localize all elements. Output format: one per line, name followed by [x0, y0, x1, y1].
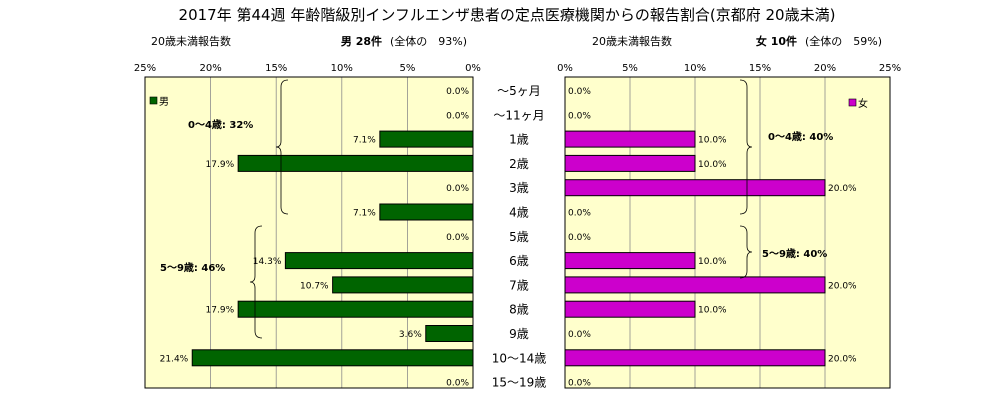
male-tick-label: 20% — [199, 63, 221, 74]
male-bar — [379, 130, 474, 148]
category-label: ～11ヶ月 — [493, 108, 544, 122]
female-data-label: 0.0% — [568, 233, 591, 243]
female-tick-label: 0% — [557, 63, 573, 74]
male-data-label: 21.4% — [160, 354, 189, 364]
male-axis-label: 20歳未満報告数 — [151, 35, 231, 48]
female-plot-area — [565, 77, 890, 388]
male-data-label: 17.9% — [206, 306, 235, 316]
female-plot-border — [564, 76, 891, 389]
male-panel-note: (全体の 93%) — [390, 34, 467, 48]
category-label: 2歳 — [509, 157, 529, 171]
category-label: 5歳 — [509, 230, 529, 244]
male-tick-label: 0% — [465, 63, 481, 74]
category-label: 7歳 — [509, 278, 529, 292]
male-data-label: 14.3% — [253, 257, 282, 267]
male-data-label: 0.0% — [446, 379, 469, 389]
male-legend-label: 男 — [159, 96, 169, 108]
female-bar — [564, 179, 826, 197]
category-label: 3歳 — [509, 181, 529, 195]
male-data-label: 0.0% — [446, 111, 469, 121]
female-tick-label: 20% — [814, 63, 836, 74]
male-0-4-brace — [275, 79, 289, 215]
female-bar — [564, 130, 696, 148]
male-data-label: 0.0% — [446, 184, 469, 194]
male-data-label: 10.7% — [300, 281, 329, 291]
male-data-label: 17.9% — [206, 160, 235, 170]
female-tick-label: 25% — [879, 63, 901, 74]
male-data-label: 0.0% — [446, 233, 469, 243]
female-data-label: 10.0% — [698, 257, 727, 267]
male-tick-label: 15% — [265, 63, 287, 74]
male-group-label-5-9: 5～9歳: 46% — [160, 261, 225, 274]
female-bar — [564, 300, 696, 318]
male-plot-border — [144, 76, 474, 389]
female-data-label: 10.0% — [698, 306, 727, 316]
female-data-label: 10.0% — [698, 136, 727, 146]
male-5-9-brace — [249, 225, 263, 339]
male-bar — [284, 252, 474, 270]
male-panel-header: 男 28件 — [341, 34, 382, 48]
female-bar — [564, 154, 696, 172]
male-tick-label: 5% — [399, 63, 415, 74]
female-legend-swatch — [848, 98, 857, 107]
female-data-label: 0.0% — [568, 111, 591, 121]
female-data-label: 0.0% — [568, 379, 591, 389]
male-bar — [332, 276, 474, 294]
chart-title: 2017年 第44週 年齢階級別インフルエンザ患者の定点医療機関からの報告割合(… — [179, 6, 836, 24]
category-label: 9歳 — [509, 327, 529, 341]
male-bar — [425, 325, 474, 342]
female-data-label: 20.0% — [828, 184, 857, 194]
category-label: 4歳 — [509, 206, 529, 220]
male-bar — [237, 154, 474, 172]
female-data-label: 0.0% — [568, 330, 591, 340]
female-data-label: 20.0% — [828, 281, 857, 291]
male-data-label: 3.6% — [399, 330, 422, 340]
category-label: 10～14歳 — [492, 351, 547, 365]
female-tick-label: 10% — [684, 63, 706, 74]
female-tick-label: 15% — [749, 63, 771, 74]
female-group-label-0-4: 0～4歳: 40% — [768, 130, 833, 143]
male-tick-label: 25% — [134, 63, 156, 74]
male-group-label-0-4: 0～4歳: 32% — [188, 118, 253, 131]
category-label: 6歳 — [509, 254, 529, 268]
female-data-label: 20.0% — [828, 354, 857, 364]
female-group-label-5-9: 5～9歳: 40% — [762, 247, 827, 260]
female-panel-header: 女 10件 — [756, 34, 797, 48]
female-tick-label: 5% — [622, 63, 638, 74]
male-data-label: 7.1% — [353, 136, 376, 146]
male-bar — [379, 203, 474, 221]
female-axis-label: 20歳未満報告数 — [592, 35, 672, 48]
female-bar — [564, 276, 826, 294]
female-0-4-brace — [739, 79, 753, 215]
category-label: ～5ヶ月 — [497, 84, 541, 98]
female-bar — [564, 349, 826, 367]
category-label: 8歳 — [509, 303, 529, 317]
female-data-label: 10.0% — [698, 160, 727, 170]
male-plot-area — [145, 77, 473, 388]
male-legend-swatch — [149, 96, 158, 105]
male-data-label: 0.0% — [446, 87, 469, 97]
female-data-label: 0.0% — [568, 87, 591, 97]
category-label: 1歳 — [509, 133, 529, 147]
male-bar — [237, 300, 474, 318]
category-label: 15～19歳 — [492, 376, 547, 390]
male-tick-label: 10% — [331, 63, 353, 74]
male-bar — [191, 349, 474, 367]
female-data-label: 0.0% — [568, 209, 591, 219]
female-5-9-brace — [739, 225, 753, 279]
male-data-label: 7.1% — [353, 209, 376, 219]
female-legend-label: 女 — [858, 97, 868, 110]
female-bar — [564, 252, 696, 270]
female-panel-note: (全体の 59%) — [805, 34, 882, 48]
